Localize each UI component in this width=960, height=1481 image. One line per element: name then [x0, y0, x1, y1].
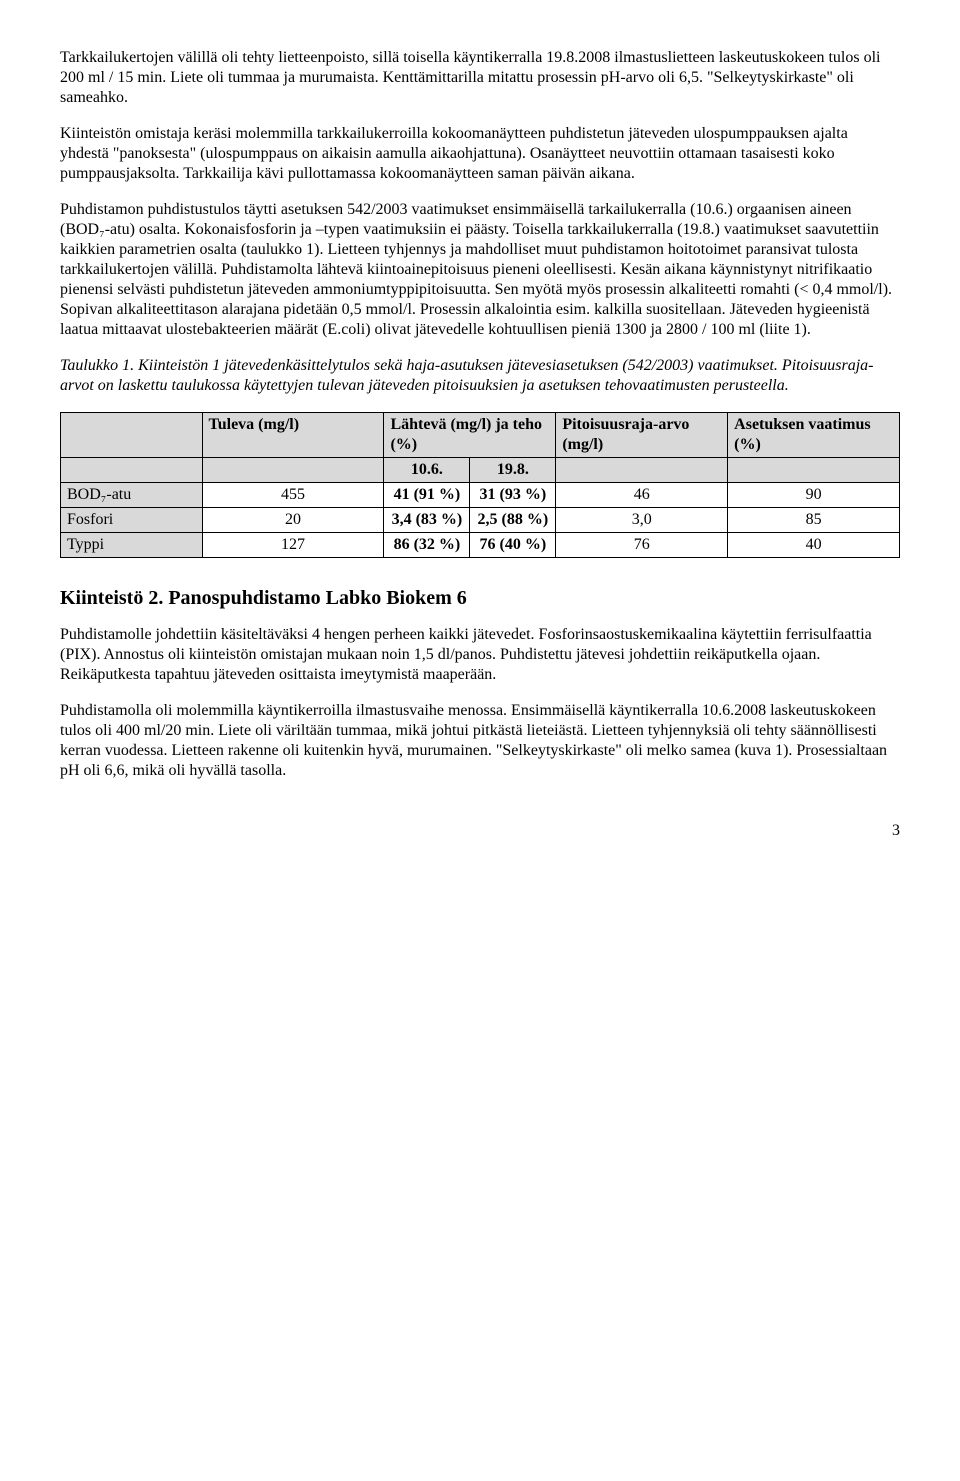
header-blank-4	[556, 458, 728, 483]
table-header-row-2: 10.6. 19.8.	[61, 458, 900, 483]
cell-v2: 2,5 (88 %)	[470, 508, 556, 533]
table-caption: Taulukko 1. Kiinteistön 1 jätevedenkäsit…	[60, 356, 900, 396]
cell-pit: 46	[556, 483, 728, 508]
cell-v1: 3,4 (83 %)	[384, 508, 470, 533]
results-table: Tuleva (mg/l) Lähtevä (mg/l) ja teho (%)…	[60, 412, 900, 558]
cell-pit: 3,0	[556, 508, 728, 533]
row-label: Typpi	[61, 533, 203, 558]
header-asetuksen: Asetuksen vaatimus (%)	[728, 413, 900, 458]
cell-aset: 40	[728, 533, 900, 558]
cell-aset: 90	[728, 483, 900, 508]
cell-v1: 86 (32 %)	[384, 533, 470, 558]
cell-v1: 41 (91 %)	[384, 483, 470, 508]
paragraph-2: Kiinteistön omistaja keräsi molemmilla t…	[60, 124, 900, 184]
table-row: Typpi 127 86 (32 %) 76 (40 %) 76 40	[61, 533, 900, 558]
paragraph-5: Puhdistamolla oli molemmilla käyntikerro…	[60, 701, 900, 781]
table-header-row-1: Tuleva (mg/l) Lähtevä (mg/l) ja teho (%)…	[61, 413, 900, 458]
header-tuleva: Tuleva (mg/l)	[202, 413, 384, 458]
cell-tuleva: 455	[202, 483, 384, 508]
table-row: Fosfori 20 3,4 (83 %) 2,5 (88 %) 3,0 85	[61, 508, 900, 533]
cell-pit: 76	[556, 533, 728, 558]
header-blank	[61, 413, 203, 458]
paragraph-4: Puhdistamolle johdettiin käsiteltäväksi …	[60, 625, 900, 685]
header-blank-5	[728, 458, 900, 483]
paragraph-1: Tarkkailukertojen välillä oli tehty liet…	[60, 48, 900, 108]
paragraph-3: Puhdistamon puhdistustulos täytti asetuk…	[60, 200, 900, 340]
page-number: 3	[60, 821, 900, 841]
header-date-1: 10.6.	[384, 458, 470, 483]
row-label: Fosfori	[61, 508, 203, 533]
cell-tuleva: 127	[202, 533, 384, 558]
row-label: BOD₇-atu	[61, 483, 203, 508]
cell-aset: 85	[728, 508, 900, 533]
cell-tuleva: 20	[202, 508, 384, 533]
header-date-2: 19.8.	[470, 458, 556, 483]
cell-v2: 31 (93 %)	[470, 483, 556, 508]
cell-v2: 76 (40 %)	[470, 533, 556, 558]
header-pitoisuus: Pitoisuusraja-arvo (mg/l)	[556, 413, 728, 458]
header-blank-2	[61, 458, 203, 483]
header-blank-3	[202, 458, 384, 483]
header-lahteva: Lähtevä (mg/l) ja teho (%)	[384, 413, 556, 458]
section-heading: Kiinteistö 2. Panospuhdistamo Labko Biok…	[60, 586, 900, 611]
table-row: BOD₇-atu 455 41 (91 %) 31 (93 %) 46 90	[61, 483, 900, 508]
